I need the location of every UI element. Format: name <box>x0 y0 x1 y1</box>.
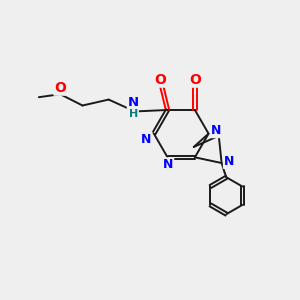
Text: O: O <box>189 73 201 87</box>
Text: N: N <box>224 155 234 168</box>
Text: H: H <box>129 109 138 119</box>
Text: N: N <box>163 158 173 171</box>
Text: O: O <box>54 81 66 95</box>
Text: N: N <box>128 96 139 109</box>
Text: O: O <box>154 73 166 87</box>
Text: N: N <box>211 124 221 137</box>
Text: N: N <box>141 133 152 146</box>
